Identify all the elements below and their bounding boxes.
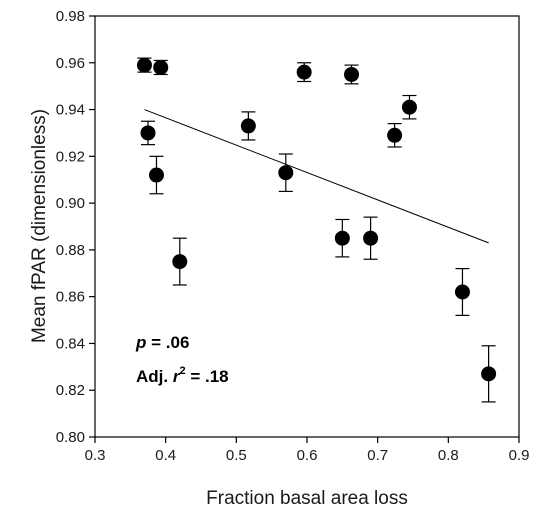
x-tick-label: 0.7 (367, 447, 388, 464)
y-tick-label: 0.88 (56, 242, 85, 259)
data-marker (296, 64, 312, 80)
r2-value: = .18 (186, 367, 229, 386)
y-tick-label: 0.80 (56, 429, 85, 446)
data-point (296, 62, 312, 83)
data-point (344, 64, 360, 85)
data-marker (140, 125, 156, 141)
data-point (278, 153, 294, 193)
y-tick-label: 0.90 (56, 195, 85, 212)
data-point (387, 122, 403, 148)
data-point (136, 57, 152, 73)
r-symbol: r (173, 367, 181, 386)
r-exponent: 2 (179, 365, 185, 377)
x-tick-label: 0.8 (438, 447, 459, 464)
data-marker (172, 254, 188, 270)
x-tick-label: 0.6 (297, 447, 318, 464)
r2-annotation: Adj. r2 = .18 (136, 365, 229, 386)
data-marker (136, 57, 152, 73)
data-point (334, 218, 350, 258)
data-point (401, 94, 417, 120)
data-marker (278, 165, 294, 181)
data-point (454, 268, 470, 316)
data-marker (363, 230, 379, 246)
regression-line (144, 109, 489, 244)
y-tick-label: 0.84 (56, 335, 85, 352)
y-tick-label: 0.94 (56, 102, 85, 119)
data-point (148, 155, 164, 195)
x-tick-label: 0.4 (155, 447, 176, 464)
data-point (363, 216, 379, 260)
data-point (481, 345, 497, 403)
data-point (172, 237, 188, 286)
data-marker (148, 167, 164, 183)
data-marker (153, 59, 169, 75)
data-marker (481, 366, 497, 382)
data-marker (401, 99, 417, 115)
x-tick-label: 0.3 (85, 447, 106, 464)
y-tick-label: 0.92 (56, 148, 85, 165)
y-tick-label: 0.86 (56, 289, 85, 306)
p-value-annotation: p = .06 (135, 333, 189, 352)
x-tick-label: 0.9 (509, 447, 530, 464)
data-marker (240, 118, 256, 134)
x-tick-label: 0.5 (226, 447, 247, 464)
y-tick-label: 0.96 (56, 55, 85, 72)
y-tick-label: 0.82 (56, 382, 85, 399)
r2-prefix: Adj. (136, 367, 173, 386)
data-marker (334, 230, 350, 246)
y-tick-label: 0.98 (56, 8, 85, 25)
p-symbol: p (135, 333, 146, 352)
data-marker (344, 66, 360, 82)
data-point (140, 120, 156, 146)
data-point (240, 111, 256, 141)
p-value: = .06 (146, 333, 189, 352)
data-marker (454, 284, 470, 300)
y-axis-title: Mean fPAR (dimensionless) (29, 109, 50, 343)
x-axis-title: Fraction basal area loss (206, 488, 408, 509)
data-marker (387, 127, 403, 143)
data-point (153, 59, 169, 76)
